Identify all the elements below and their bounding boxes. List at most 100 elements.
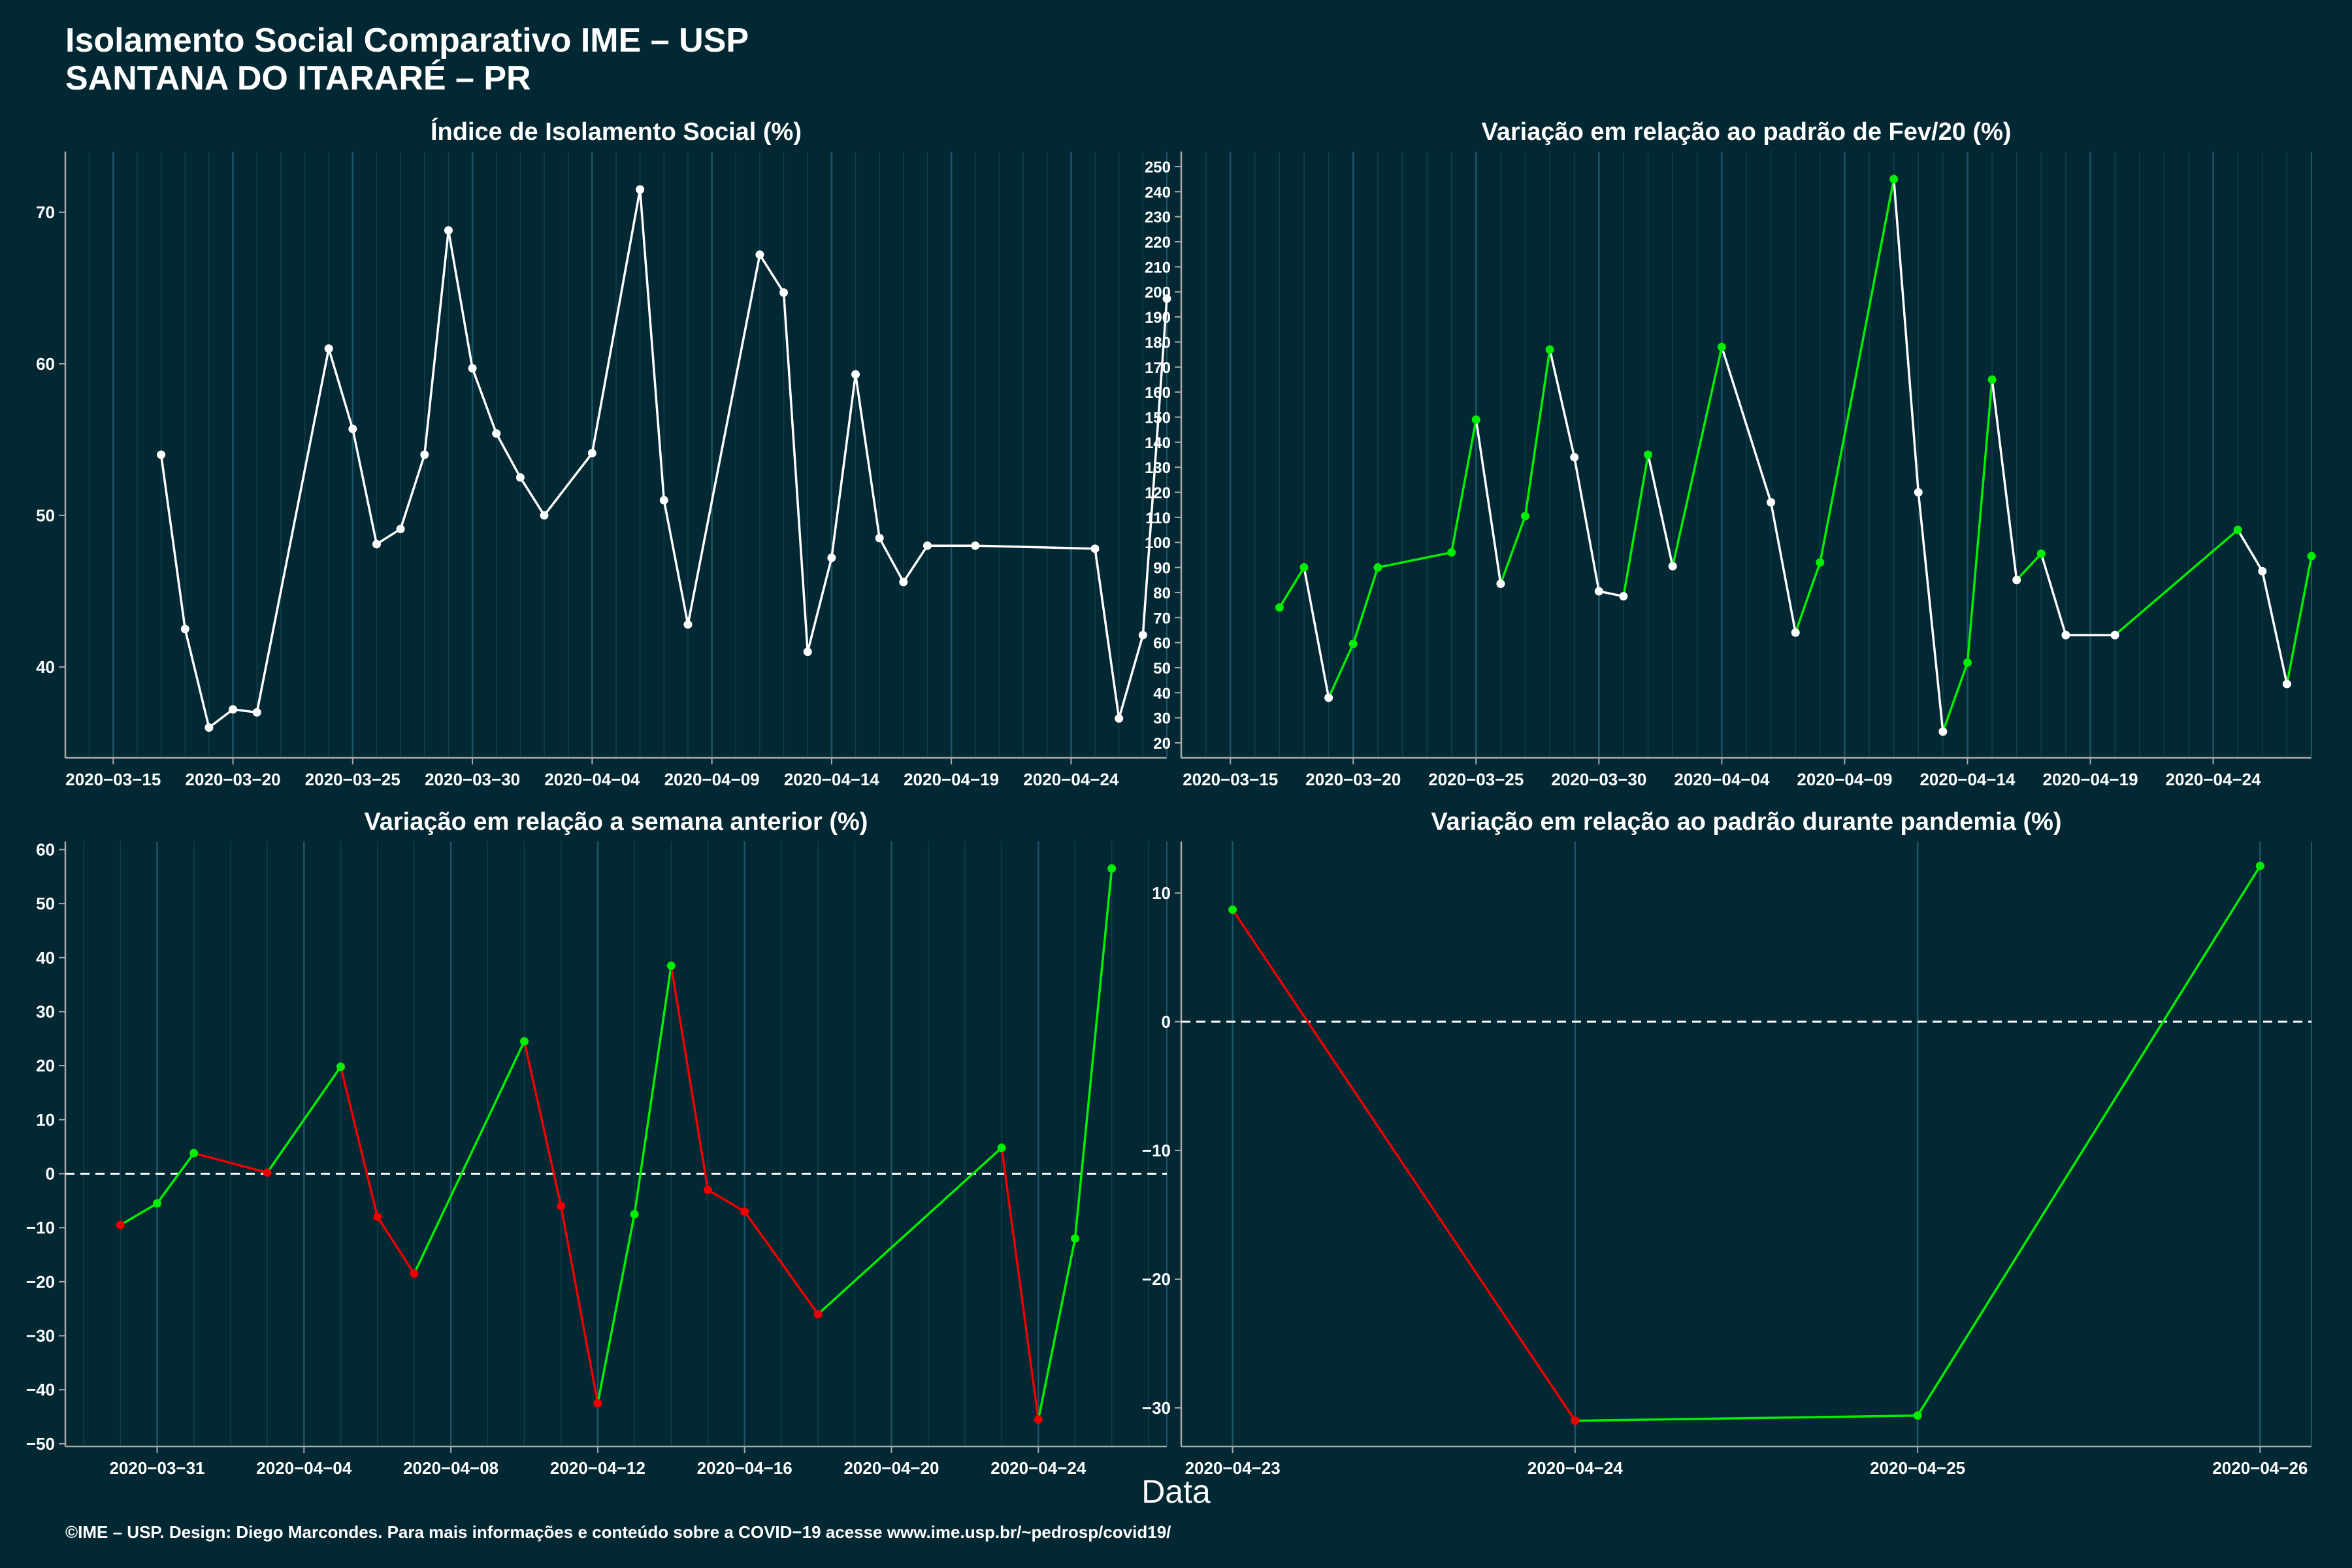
data-point bbox=[1162, 294, 1171, 303]
y-tick-label: 10 bbox=[1152, 883, 1171, 903]
series-segment bbox=[184, 628, 210, 729]
data-point bbox=[2282, 679, 2291, 689]
x-tick-label: 2020−04−19 bbox=[2042, 770, 2138, 789]
data-point bbox=[1471, 415, 1480, 424]
data-point bbox=[540, 511, 549, 520]
data-point bbox=[851, 370, 860, 379]
series-segment bbox=[1450, 418, 1478, 554]
series-segment bbox=[902, 544, 929, 583]
chart-panel-4: Variação em relação ao padrão durante pa… bbox=[1142, 808, 2312, 1478]
footer-caption: ©IME – USP. Design: Diego Marcondes. Par… bbox=[65, 1522, 1171, 1542]
series-segment bbox=[782, 291, 809, 653]
series-segment bbox=[495, 432, 522, 479]
series-segment bbox=[1573, 456, 1601, 593]
series-segment bbox=[255, 347, 330, 714]
x-tick-label: 2020−04−24 bbox=[2166, 770, 2262, 789]
data-point bbox=[1889, 174, 1899, 184]
data-point bbox=[1987, 375, 1997, 384]
series-segment bbox=[155, 1152, 195, 1205]
series-segment bbox=[817, 1147, 1003, 1316]
series-segment bbox=[423, 229, 450, 456]
series-segment bbox=[1000, 1147, 1040, 1421]
x-tick-label: 2020−04−04 bbox=[256, 1458, 352, 1478]
data-point bbox=[1914, 488, 1923, 497]
x-tick-label: 2020−03−15 bbox=[65, 770, 161, 789]
data-point bbox=[1570, 453, 1579, 462]
series-segment bbox=[447, 229, 474, 370]
series-segment bbox=[1917, 491, 1944, 733]
data-point bbox=[2258, 566, 2267, 576]
series-segment bbox=[1327, 642, 1355, 699]
y-tick-label: 140 bbox=[1145, 434, 1171, 452]
data-point bbox=[204, 723, 214, 732]
y-tick-label: −50 bbox=[26, 1434, 55, 1454]
data-point bbox=[1521, 512, 1530, 521]
y-tick-label: 250 bbox=[1145, 159, 1171, 176]
x-tick-label: 2020−04−26 bbox=[2212, 1458, 2308, 1478]
series-segment bbox=[1892, 178, 1920, 494]
series-segment bbox=[878, 536, 905, 583]
series-segment bbox=[413, 1040, 526, 1275]
data-point bbox=[263, 1168, 272, 1177]
series-segment bbox=[1769, 501, 1797, 634]
y-tick-label: 110 bbox=[1145, 510, 1171, 527]
series-segment bbox=[1037, 1237, 1077, 1421]
data-point bbox=[1571, 1416, 1580, 1426]
data-point bbox=[1034, 1415, 1043, 1424]
series-segment bbox=[687, 253, 761, 626]
series-segment bbox=[743, 1210, 819, 1316]
data-point bbox=[1071, 1234, 1079, 1243]
series-segment bbox=[1499, 515, 1527, 585]
x-tick-label: 2020−04−23 bbox=[1185, 1458, 1281, 1478]
chart-panel-1: Índice de Isolamento Social (%) 40 50 60 70 2… bbox=[36, 117, 1171, 789]
data-point bbox=[875, 534, 884, 543]
data-point bbox=[997, 1143, 1006, 1152]
data-point bbox=[779, 288, 789, 297]
y-tick-label: 80 bbox=[1153, 585, 1171, 602]
y-tick-label: 100 bbox=[1145, 534, 1171, 552]
data-point bbox=[1644, 450, 1653, 459]
series-segment bbox=[399, 453, 426, 531]
y-tick-label: 200 bbox=[1145, 284, 1171, 302]
series-segment bbox=[1991, 378, 2018, 581]
data-point bbox=[923, 541, 932, 550]
y-tick-label: 40 bbox=[36, 657, 55, 677]
series-segment bbox=[670, 964, 710, 1192]
series-segment bbox=[351, 427, 378, 546]
series-segment bbox=[662, 498, 689, 626]
y-tick-label: 20 bbox=[1153, 735, 1171, 753]
y-tick-label: −40 bbox=[26, 1380, 55, 1399]
data-point bbox=[1717, 342, 1726, 351]
x-tick-label: 2020−04−24 bbox=[1023, 770, 1119, 789]
y-tick-label: 40 bbox=[1153, 685, 1171, 702]
data-point bbox=[2307, 551, 2316, 561]
x-tick-label: 2020−03−25 bbox=[1428, 770, 1524, 789]
series-segment bbox=[2040, 552, 2067, 636]
data-point bbox=[593, 1399, 602, 1408]
series-segment bbox=[1524, 348, 1551, 517]
x-tick-label: 2020−04−09 bbox=[1797, 770, 1892, 789]
data-point bbox=[2036, 549, 2046, 558]
data-point bbox=[1619, 592, 1628, 601]
x-tick-label: 2020−03−30 bbox=[1551, 770, 1646, 789]
data-point bbox=[1299, 563, 1309, 572]
series-segment bbox=[2015, 552, 2043, 581]
data-point bbox=[2233, 525, 2242, 534]
series-segment bbox=[375, 527, 402, 546]
series-segment bbox=[1352, 566, 1379, 645]
page-subtitle: SANTANA DO ITARARÉ – PR bbox=[65, 59, 531, 97]
series-segment bbox=[1622, 453, 1650, 598]
y-tick-label: 60 bbox=[36, 840, 55, 859]
data-point bbox=[520, 1037, 529, 1046]
series-segment bbox=[638, 188, 666, 502]
x-tick-label: 2020−04−20 bbox=[843, 1458, 939, 1478]
x-tick-label: 2020−04−24 bbox=[990, 1458, 1086, 1478]
data-point bbox=[666, 961, 676, 970]
series-segment bbox=[559, 1205, 599, 1405]
page-title: Isolamento Social Comparativo IME – USP bbox=[65, 22, 749, 59]
y-tick-label: 70 bbox=[36, 203, 55, 222]
series-segment bbox=[1141, 297, 1168, 636]
y-tick-label: 220 bbox=[1145, 234, 1171, 252]
x-tick-label: 2020−04−24 bbox=[1527, 1458, 1624, 1478]
x-tick-label: 2020−04−04 bbox=[1674, 770, 1770, 789]
